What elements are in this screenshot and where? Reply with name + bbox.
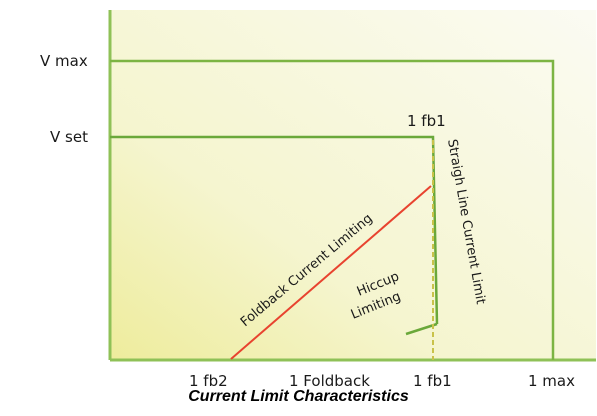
plot-background — [110, 10, 596, 360]
x-tick-imax: 1 max — [528, 372, 575, 390]
v-set-label: V set — [50, 128, 88, 146]
i-fb1-top-label: 1 fb1 — [407, 112, 446, 130]
figure-caption: Current Limit Characteristics — [188, 388, 409, 405]
vset-straight-line-limit — [110, 135, 439, 325]
v-max-label: V max — [40, 52, 88, 70]
hiccup-limiting-line — [405, 322, 438, 336]
x-tick-ifoldback: 1 Foldback — [289, 372, 370, 390]
x-tick-ifb2: 1 fb2 — [189, 372, 228, 390]
vmax-limit-line — [110, 59, 555, 360]
foldback-limit-line — [230, 185, 432, 360]
x-tick-ifb1: 1 fb1 — [413, 372, 452, 390]
